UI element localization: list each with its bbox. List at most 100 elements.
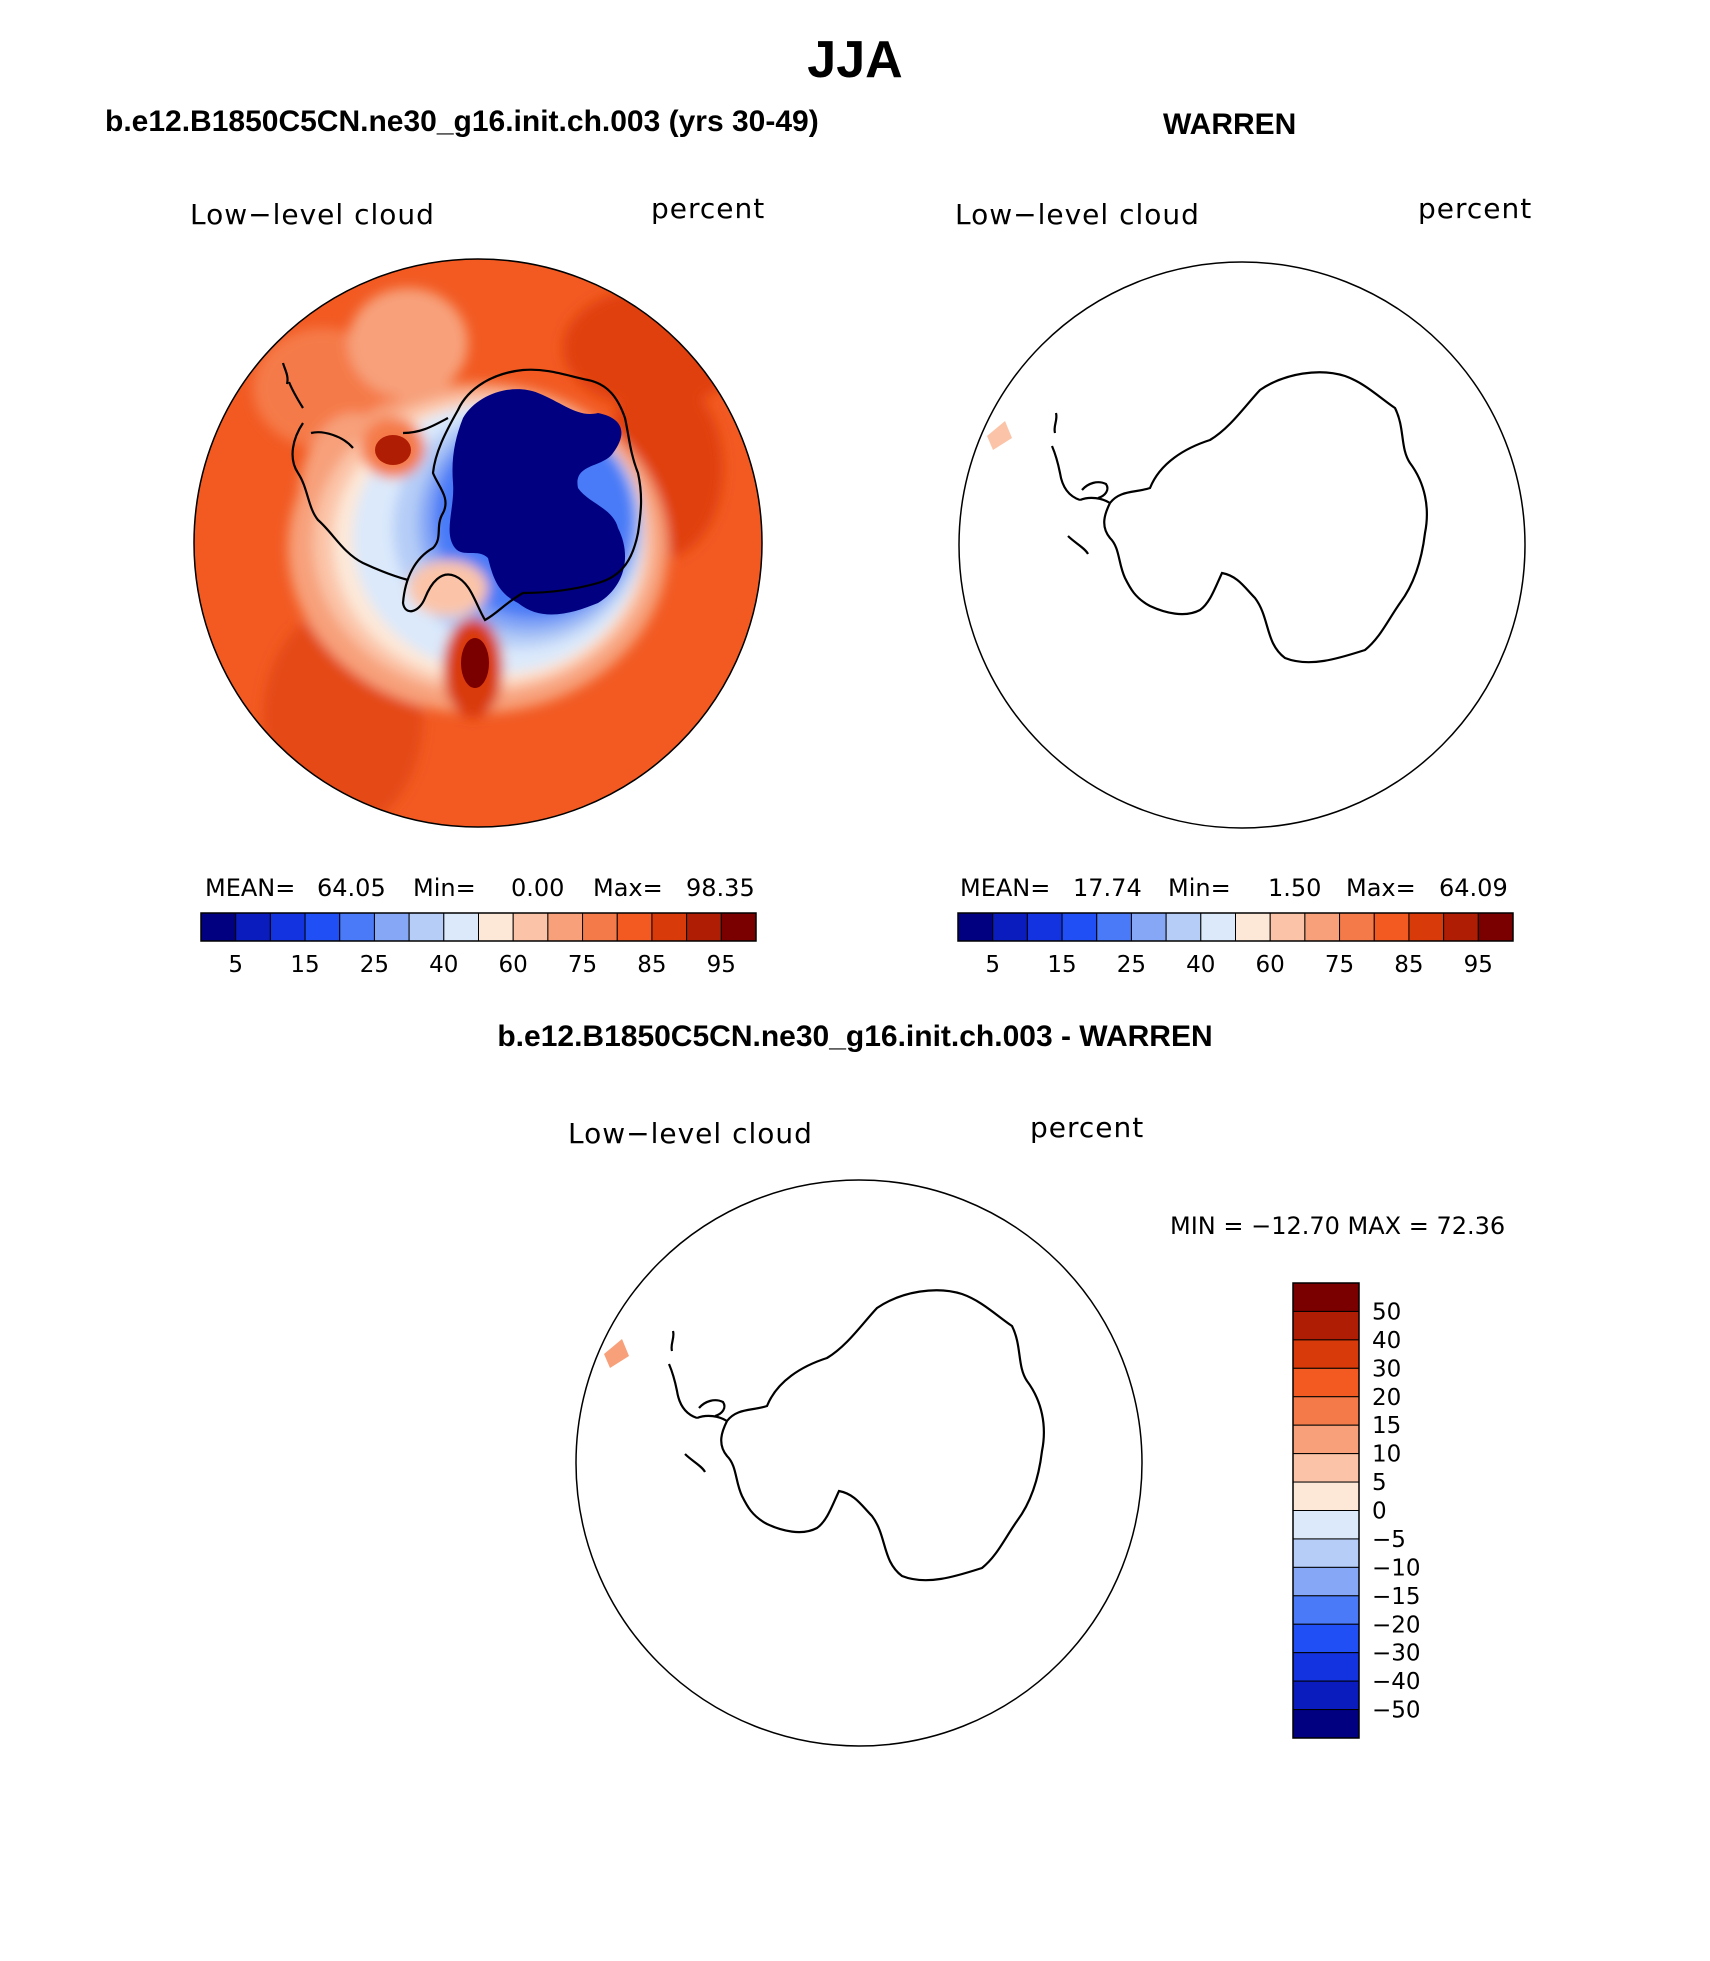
obs-colorbar-swatch	[1477, 912, 1514, 942]
obs-colorbar-tick-label: 95	[1464, 952, 1493, 978]
map-boundary	[575, 1179, 1143, 1747]
model-colorbar-swatch	[269, 912, 306, 942]
diff-units-label: percent	[1030, 1111, 1145, 1144]
model-colorbar-tick-label: 95	[707, 952, 736, 978]
model-colorbar-swatch	[616, 912, 653, 942]
obs-colorbar-swatch	[1061, 912, 1098, 942]
obs-colorbar-tick-label: 60	[1256, 952, 1285, 978]
obs-colorbar-swatch	[1339, 912, 1375, 942]
diff-colorbar-tick-label: −20	[1372, 1612, 1421, 1638]
model-colorbar-tick-label: 85	[637, 952, 666, 978]
diff-colorbar-swatch	[1292, 1595, 1360, 1625]
diff-colorbar-tick-label: −10	[1372, 1555, 1421, 1581]
model-colorbar-tick-label: 60	[499, 952, 528, 978]
diff-colorbar-swatch	[1292, 1282, 1360, 1312]
model-colorbar-swatch	[720, 912, 757, 942]
interior-low-cloud-region	[449, 389, 626, 615]
diff-colorbar-tick-label: 15	[1372, 1413, 1401, 1439]
diff-colorbar-tick-label: −15	[1372, 1584, 1421, 1610]
obs-colorbar-swatch	[1269, 912, 1306, 942]
model-min-label: Min=	[413, 874, 476, 902]
obs-colorbar-tick-label: 85	[1394, 952, 1423, 978]
diff-colorbar-tick-label: 20	[1372, 1385, 1401, 1411]
diff-colorbar-tick-label: 50	[1372, 1299, 1401, 1325]
diff-colorbar-tick-label: 40	[1372, 1328, 1401, 1354]
model-map	[193, 258, 763, 828]
diff-colorbar-swatch	[1292, 1709, 1360, 1739]
model-colorbar-tick-label: 5	[228, 952, 243, 978]
diff-colorbar-swatch	[1292, 1481, 1360, 1511]
diff-colorbar-swatch	[1292, 1453, 1360, 1483]
diff-colorbar-swatch	[1292, 1510, 1360, 1540]
model-colorbar-swatch	[651, 912, 688, 942]
map-boundary	[193, 258, 763, 828]
obs-mean-value: 17.74	[1073, 874, 1142, 902]
obs-min-label: Min=	[1168, 874, 1231, 902]
diff-colorbar-tick-label: 30	[1372, 1356, 1401, 1382]
model-units-label: percent	[651, 192, 766, 225]
diff-min-max: MIN = −12.70 MAX = 72.36	[1170, 1212, 1506, 1240]
diff-colorbar-tick-label: 0	[1372, 1499, 1387, 1525]
diff-colorbar-tick-label: −40	[1372, 1669, 1421, 1695]
diff-colorbar-swatch	[1292, 1424, 1360, 1455]
antarctica-coastline	[281, 362, 643, 622]
model-colorbar: 5 15 25 40 60 75 85 95	[200, 912, 757, 978]
model-min-value: 0.00	[511, 874, 565, 902]
diff-variable-label: Low−level cloud	[568, 1117, 813, 1150]
obs-colorbar-swatch	[1026, 912, 1063, 942]
obs-colorbar-swatch	[1373, 912, 1410, 942]
model-colorbar-tick-label: 40	[429, 952, 458, 978]
obs-colorbar-swatch	[1096, 912, 1132, 942]
model-colorbar-swatch	[686, 912, 722, 942]
figure-title: JJA	[807, 31, 903, 89]
obs-map	[958, 261, 1526, 829]
model-colorbar-tick-label: 75	[568, 952, 597, 978]
diff-colorbar-tick-label: −5	[1372, 1527, 1406, 1553]
antarctica-coastline	[667, 1289, 1045, 1582]
model-colorbar-swatch	[582, 912, 618, 942]
obs-colorbar-swatch	[1304, 912, 1341, 942]
model-variable-label: Low−level cloud	[190, 198, 435, 231]
model-colorbar-tick-label: 15	[290, 952, 319, 978]
cloud-data-patch	[604, 1339, 629, 1368]
diff-colorbar-swatch	[1292, 1538, 1360, 1568]
model-panel-title: b.e12.B1850C5CN.ne30_g16.init.ch.003 (yr…	[105, 105, 819, 138]
cloud-data-patch	[987, 421, 1012, 450]
map-boundary	[958, 261, 1526, 829]
antarctica-coastline	[1050, 371, 1428, 664]
diff-colorbar-swatch	[1292, 1310, 1360, 1341]
diff-colorbar-tick-label: −30	[1372, 1641, 1421, 1667]
diff-colorbar-tick-label: 5	[1372, 1470, 1387, 1496]
model-colorbar-swatch	[339, 912, 375, 942]
model-colorbar-swatch	[200, 912, 237, 942]
diff-colorbar-swatch	[1292, 1680, 1360, 1711]
obs-max-value: 64.09	[1439, 874, 1508, 902]
diff-colorbar-swatch	[1292, 1623, 1360, 1654]
diff-colorbar-tick-label: −50	[1372, 1698, 1421, 1724]
cloud-maximum-spot	[461, 638, 489, 688]
obs-colorbar-swatch	[957, 912, 994, 942]
model-max-label: Max=	[593, 874, 663, 902]
model-colorbar-swatch	[408, 912, 445, 942]
diff-colorbar-swatch	[1292, 1652, 1360, 1682]
model-colorbar-swatch	[443, 912, 479, 942]
model-colorbar-tick-label: 25	[360, 952, 389, 978]
diff-colorbar-swatch	[1292, 1339, 1360, 1369]
obs-colorbar-swatch	[1235, 912, 1271, 942]
obs-max-label: Max=	[1346, 874, 1416, 902]
obs-mean-label: MEAN=	[960, 874, 1051, 902]
obs-min-value: 1.50	[1268, 874, 1322, 902]
model-colorbar-swatch	[373, 912, 410, 942]
obs-panel-title: WARREN	[1163, 108, 1297, 141]
obs-colorbar-tick-label: 40	[1186, 952, 1215, 978]
obs-colorbar: 5 15 25 40 60 75 85 95	[957, 912, 1514, 978]
obs-colorbar-tick-label: 15	[1047, 952, 1076, 978]
obs-colorbar-swatch	[1443, 912, 1479, 942]
model-colorbar-swatch	[478, 912, 514, 942]
obs-colorbar-tick-label: 25	[1117, 952, 1146, 978]
model-colorbar-swatch	[547, 912, 584, 942]
diff-colorbar-swatch	[1292, 1396, 1360, 1426]
model-max-value: 98.35	[686, 874, 755, 902]
diff-panel-title: b.e12.B1850C5CN.ne30_g16.init.ch.003 - W…	[497, 1020, 1213, 1053]
